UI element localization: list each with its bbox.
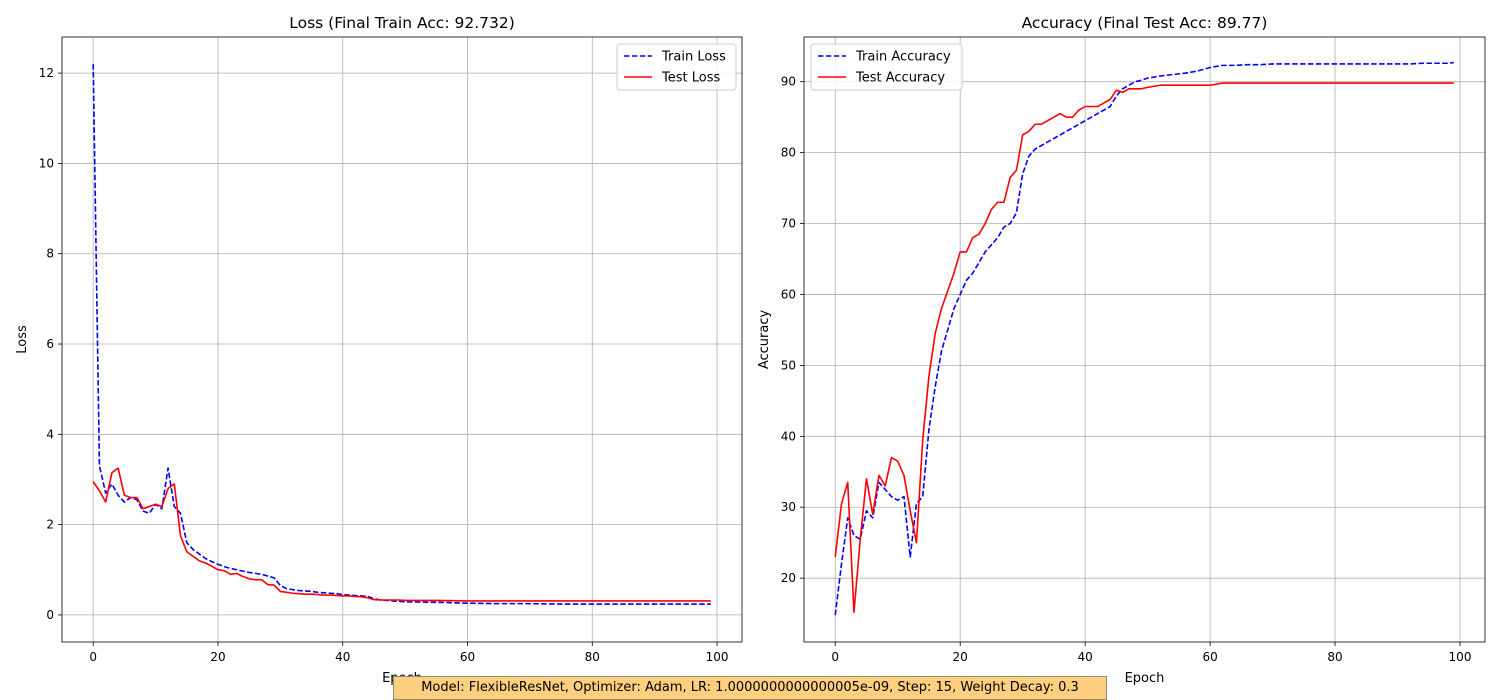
y-axis-label: Loss [15,325,30,354]
x-tick-label: 20 [953,650,968,664]
plot-frame [61,36,743,643]
legend-box [616,43,737,91]
y-tick-label: 40 [781,429,796,443]
y-tick-label: 30 [781,500,796,514]
y-tick-label: 20 [781,571,796,585]
y-tick-label: 6 [46,337,54,351]
x-tick-label: 80 [585,650,600,664]
y-tick-label: 60 [781,287,796,301]
chart-title: Loss (Final Train Acc: 92.732) [289,14,515,32]
y-tick-label: 70 [781,217,796,231]
y-tick-label: 90 [781,75,796,89]
y-tick-label: 12 [39,66,54,80]
y-tick-label: 50 [781,358,796,372]
x-tick-label: 100 [1449,650,1472,664]
x-tick-label: 20 [210,650,225,664]
footer-info-box: Model: FlexibleResNet, Optimizer: Adam, … [393,676,1107,700]
y-tick-label: 10 [39,156,54,170]
accuracy-chart: 0 20 40 60 80 100 20 30 40 50 60 70 80 90 Accuracy (Fi… [757,14,1486,686]
x-tick-label: 0 [831,650,839,664]
y-axis-label: Accuracy [757,310,772,370]
legend-label: Test Accuracy [855,71,945,86]
y-tick-label: 8 [46,247,54,261]
x-tick-label: 100 [706,650,729,664]
legend-label: Train Loss [661,50,726,65]
chart-title: Accuracy (Final Test Acc: 89.77) [1022,14,1268,32]
series-line-train-accuracy [834,61,1454,616]
legend: Train Loss Test Loss [616,43,737,91]
series-line-test-accuracy [834,82,1454,614]
series-line-train-loss [92,64,711,605]
legend-box [810,43,963,91]
x-tick-label: 60 [1202,650,1217,664]
series-line-test-loss [92,467,711,602]
legend-label: Test Loss [661,71,720,86]
loss-chart: 0 20 40 60 80 100 0 2 4 6 8 10 12 Loss (Final Train A… [15,14,743,686]
x-tick-label: 80 [1327,650,1342,664]
y-tick-label: 2 [46,518,54,532]
legend-label: Train Accuracy [855,50,951,65]
x-tick-label: 0 [89,650,97,664]
y-tick-label: 0 [46,608,54,622]
x-tick-label: 60 [460,650,475,664]
x-tick-label: 40 [335,650,350,664]
plot-frame [803,36,1486,643]
y-tick-label: 4 [46,427,54,441]
y-tick-label: 80 [781,146,796,160]
x-tick-label: 40 [1078,650,1093,664]
x-axis-label: Epoch [1125,671,1165,686]
legend: Train Accuracy Test Accuracy [810,43,963,91]
